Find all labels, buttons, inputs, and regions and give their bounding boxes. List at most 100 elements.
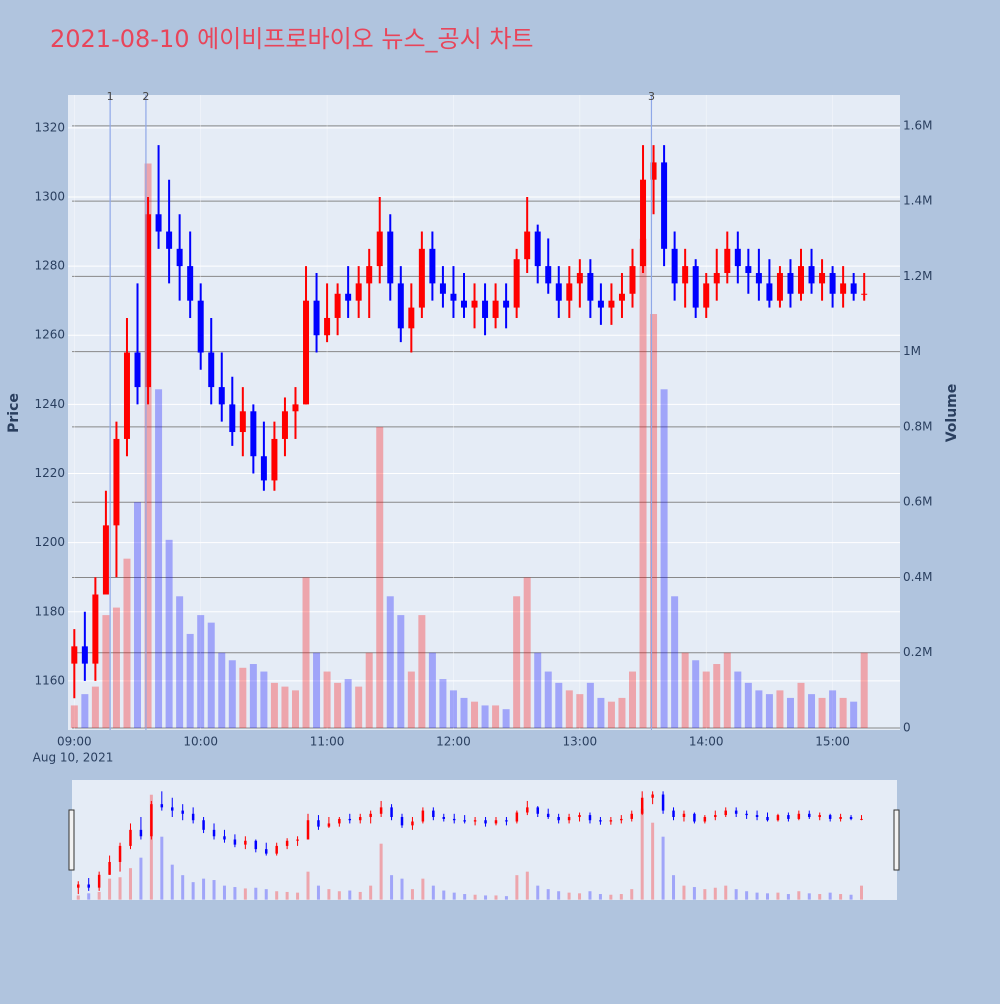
mini-candle-body — [797, 813, 801, 819]
mini-volume-bar — [160, 836, 164, 900]
candle-body — [734, 248, 741, 267]
mini-volume-bar — [839, 894, 843, 900]
volume-bar — [323, 671, 331, 729]
mini-volume-bar — [191, 882, 195, 900]
mini-volume-bar — [243, 888, 247, 900]
mini-candle-body — [379, 807, 383, 814]
range-slider[interactable] — [72, 780, 897, 900]
candle-body — [829, 273, 836, 294]
x-tick-label: 10:00 — [183, 735, 218, 749]
mini-candle-body — [97, 874, 101, 888]
volume-bar — [713, 664, 721, 729]
mini-candle-body — [327, 823, 331, 827]
candle-body — [313, 300, 320, 336]
candle-body — [408, 307, 415, 329]
x-tick-label: 11:00 — [310, 735, 345, 749]
mini-candle-body — [191, 813, 195, 821]
range-handle[interactable] — [68, 809, 75, 871]
mini-candle-body — [212, 829, 216, 837]
volume-bar — [597, 697, 605, 729]
mini-candle-body — [515, 812, 519, 822]
mini-volume-bar — [139, 857, 143, 900]
candle-body — [766, 283, 773, 301]
mini-volume-bar — [400, 878, 404, 900]
y2-tick-label: 1.6M — [903, 118, 932, 132]
candle-body — [587, 273, 594, 301]
volume-bar — [344, 679, 352, 729]
mini-volume-bar — [390, 875, 394, 900]
mini-volume-bar — [755, 892, 759, 900]
range-handle[interactable] — [893, 809, 900, 871]
mini-volume-bar — [525, 871, 529, 900]
mini-candle-body — [808, 813, 811, 818]
candle-body — [460, 300, 467, 308]
volume-bar — [439, 679, 447, 729]
mini-volume-bar — [567, 892, 571, 900]
candle-body — [145, 214, 152, 388]
candle-body — [545, 266, 552, 284]
mini-candle-body — [150, 804, 153, 837]
candle-body — [134, 352, 141, 388]
volume-bar — [91, 686, 99, 729]
mini-candle-body — [630, 813, 633, 819]
mini-candle-body — [745, 813, 748, 816]
news-label: 3 — [648, 90, 655, 103]
mini-candle-body — [703, 817, 707, 822]
volume-bar — [723, 652, 731, 729]
mini-volume-bar — [285, 891, 289, 900]
volume-bar — [302, 577, 310, 729]
candle-body — [71, 646, 78, 664]
candle-body — [387, 231, 394, 284]
mini-volume-bar — [619, 894, 623, 900]
volume-bar — [618, 697, 626, 729]
volume-bar — [291, 690, 299, 729]
y2-tick-label: 0 — [903, 721, 911, 735]
mini-volume-bar — [849, 894, 853, 900]
y-tick-label: 1300 — [34, 189, 65, 203]
mini-candle-body — [171, 807, 174, 811]
volume-bar — [734, 671, 742, 729]
candle-body — [776, 273, 783, 301]
mini-candle-body — [129, 829, 132, 846]
candle-body — [566, 283, 573, 301]
mini-volume-bar — [306, 871, 310, 900]
mini-candle-body — [755, 815, 759, 818]
mini-candle-body — [839, 817, 842, 819]
mini-volume-bar — [797, 891, 801, 900]
mini-candle-body — [609, 820, 613, 822]
volume-bar — [860, 652, 868, 729]
x-tick-label: 12:00 — [436, 735, 471, 749]
mini-volume-bar — [536, 885, 540, 900]
x-date-label: Aug 10, 2021 — [33, 751, 114, 765]
candle-body — [429, 248, 436, 284]
candle-body — [819, 273, 826, 284]
mini-candle-body — [546, 813, 550, 818]
volume-bar — [376, 426, 384, 729]
candle-body — [92, 594, 99, 664]
candle-body — [166, 231, 173, 249]
y-axis-title: Price — [6, 393, 22, 433]
mini-candle-body — [181, 810, 184, 814]
mini-candle-body — [285, 840, 289, 846]
mini-volume-bar — [672, 875, 676, 900]
mini-volume-bar — [776, 892, 780, 900]
mini-volume-bar — [202, 878, 206, 900]
mini-volume-bar — [97, 891, 101, 900]
candle-body — [861, 293, 868, 295]
volume-bar — [239, 667, 247, 729]
mini-candle-body — [317, 820, 320, 827]
candle-body — [450, 293, 457, 301]
volume-bar — [218, 652, 226, 729]
mini-candle-body — [818, 815, 821, 818]
volume-bar — [449, 690, 457, 729]
mini-candle-body — [202, 820, 205, 830]
candle-body — [239, 411, 246, 433]
volume-bar — [639, 238, 647, 729]
y2-axis-title: Volume — [944, 384, 960, 443]
candle-body — [355, 283, 362, 301]
mini-volume-bar — [713, 887, 717, 900]
mini-candle-body — [275, 845, 278, 854]
x-tick-label: 09:00 — [57, 735, 92, 749]
candle-body — [629, 266, 636, 294]
